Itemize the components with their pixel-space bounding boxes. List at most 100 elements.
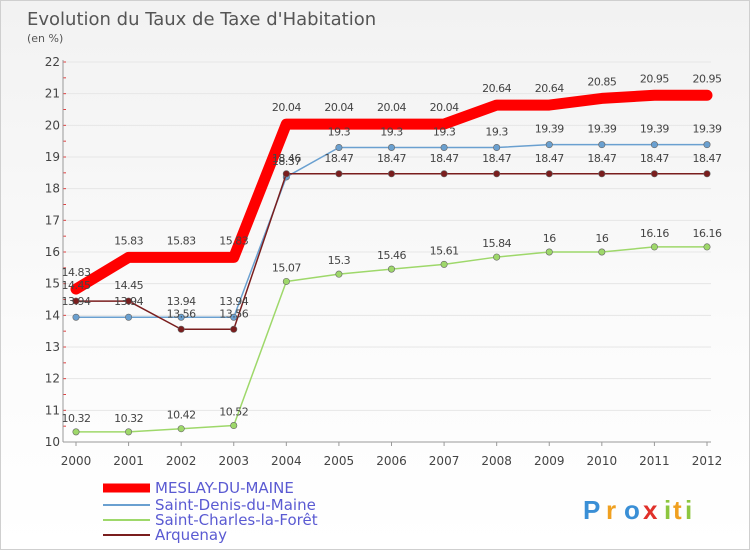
logo-letter: i (685, 495, 692, 525)
series-point-1 (598, 141, 606, 149)
series-point-2 (335, 270, 343, 278)
data-label: 18.46 (272, 152, 301, 165)
x-tick-label: 2006 (376, 454, 407, 468)
data-label: 14.45 (62, 279, 91, 292)
data-labels: 14.83 15.83 15.83 15.83 20.04 20.04 20.04 20.04… (62, 72, 723, 425)
data-label: 20.64 (482, 82, 511, 95)
data-label: 15.46 (377, 249, 406, 262)
series-point-3 (493, 170, 501, 178)
data-label: 18.47 (377, 152, 406, 165)
x-tick-label: 2001 (113, 454, 144, 468)
data-label: 19.39 (535, 123, 564, 136)
data-label: 19.39 (587, 123, 616, 136)
data-label: 19.3 (380, 126, 403, 139)
y-tick-label: 12 (45, 372, 60, 386)
y-tick-label: 14 (45, 308, 60, 322)
x-tick-label: 2010 (587, 454, 618, 468)
series-point-3 (545, 170, 553, 178)
y-tick-label: 22 (45, 55, 60, 69)
data-label: 18.37 (272, 155, 301, 168)
x-tick-label: 2007 (429, 454, 460, 468)
data-label: 13.56 (167, 307, 196, 320)
series-point-1 (545, 141, 553, 149)
series-point-3 (282, 170, 290, 178)
series-point-2 (545, 248, 553, 256)
chart-title: Evolution du Taux de Taxe d'Habitation (27, 9, 376, 30)
y-tick-label: 13 (45, 340, 60, 354)
data-label: 18.47 (535, 152, 564, 165)
legend-label-2: Saint-Charles-la-Forêt (155, 511, 318, 529)
data-label: 15.83 (219, 234, 248, 247)
data-label: 18.47 (587, 152, 616, 165)
y-tick-label: 11 (45, 403, 60, 417)
series-point-1 (387, 144, 395, 152)
data-label: 13.56 (219, 307, 248, 320)
data-label: 18.47 (693, 152, 722, 165)
series-point-2 (282, 277, 290, 285)
series-point-3 (387, 170, 395, 178)
y-tick-label: 10 (45, 435, 60, 449)
series-point-1 (703, 141, 711, 149)
logo-letter: P (583, 495, 600, 525)
data-label: 20.95 (693, 72, 722, 85)
y-tick-label: 15 (45, 277, 60, 291)
series-point-2 (703, 243, 711, 251)
data-label: 14.83 (62, 266, 91, 279)
data-label: 13.94 (114, 295, 143, 308)
data-label: 16.16 (640, 227, 669, 240)
series-point-3 (703, 170, 711, 178)
series-point-2 (387, 265, 395, 273)
series-point-1 (230, 313, 238, 321)
logo-letter: i (664, 495, 671, 525)
data-label: 18.47 (324, 152, 353, 165)
series-point-2 (72, 428, 80, 436)
series-point-3 (72, 297, 80, 305)
x-tick-label: 2005 (324, 454, 355, 468)
y-tick-label: 20 (45, 118, 60, 132)
legend: MESLAY-DU-MAINESaint-Denis-du-MaineSaint… (103, 479, 318, 544)
data-label: 18.47 (640, 152, 669, 165)
legend-label-0: MESLAY-DU-MAINE (155, 479, 294, 497)
series-point-2 (230, 422, 238, 430)
data-label: 13.94 (62, 295, 91, 308)
series-point-2 (125, 428, 133, 436)
series-point-2 (650, 243, 658, 251)
x-tick-label: 2004 (271, 454, 302, 468)
data-label: 15.84 (482, 237, 511, 250)
y-tick-label: 17 (45, 213, 60, 227)
data-label: 15.07 (272, 261, 301, 274)
data-label: 15.61 (430, 244, 459, 257)
data-label: 15.83 (167, 234, 196, 247)
data-label: 15.83 (114, 234, 143, 247)
data-label: 19.39 (640, 123, 669, 136)
x-tick-label: 2008 (481, 454, 512, 468)
data-label: 13.94 (219, 295, 248, 308)
x-tick-label: 2003 (218, 454, 249, 468)
data-label: 19.3 (485, 126, 508, 139)
x-tick-label: 2002 (166, 454, 197, 468)
y-tick-label: 16 (45, 245, 60, 259)
x-tick-label: 2011 (639, 454, 670, 468)
y-tick-label: 19 (45, 150, 60, 164)
series-point-3 (598, 170, 606, 178)
data-label: 10.32 (114, 412, 143, 425)
series-point-1 (177, 313, 185, 321)
data-label: 18.47 (430, 152, 459, 165)
data-label: 20.04 (324, 101, 353, 114)
logo-letter: r (606, 495, 616, 525)
series-point-3 (650, 170, 658, 178)
series-point-1 (335, 144, 343, 152)
data-label: 16 (595, 232, 608, 245)
data-label: 14.45 (114, 279, 143, 292)
data-label: 20.04 (272, 101, 301, 114)
series-point-1 (650, 141, 658, 149)
data-label: 13.94 (167, 295, 196, 308)
data-label: 20.95 (640, 72, 669, 85)
axes: 10 11 12 13 14 15 16 17 18 19 20 21 22 2000 2001 2002 20… (45, 55, 723, 468)
series-point-3 (177, 325, 185, 333)
series-point-3 (335, 170, 343, 178)
chart-subtitle: (en %) (27, 32, 63, 45)
